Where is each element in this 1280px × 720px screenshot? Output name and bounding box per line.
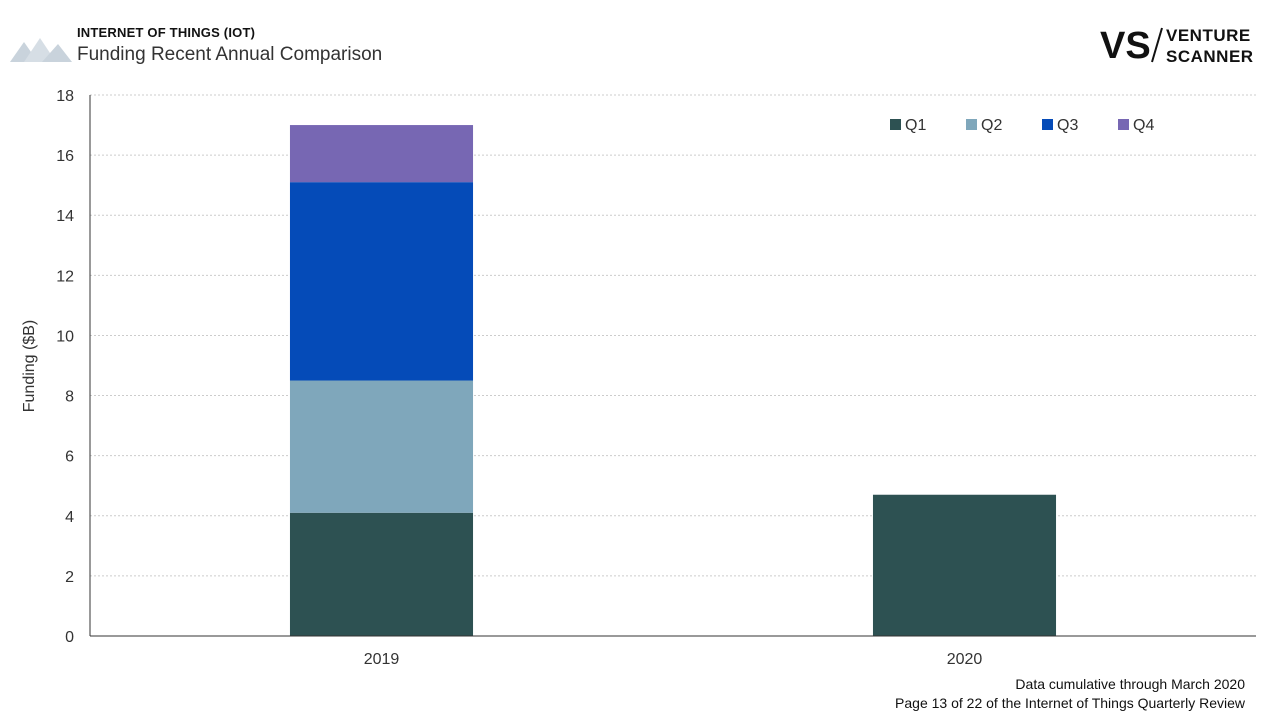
bars [289,125,1057,636]
legend-label-q4: Q4 [1133,117,1154,134]
legend-swatch-q1 [890,119,901,130]
mountains-logo-icon [10,38,72,62]
venture-scanner-logo-icon: VS [1100,25,1163,66]
y-tick-label: 2 [65,569,74,586]
header: INTERNET OF THINGS (IOT) Funding Recent … [0,0,1280,80]
y-tick-label: 0 [65,629,74,646]
bar-2019-q3 [289,182,474,381]
stacked-bar-chart: 0 2 4 6 8 10 12 14 16 18 2019 2020 Q1 Q2 Q3 Q4 Funding… [21,88,1256,668]
page-eyebrow: INTERNET OF THINGS (IOT) [77,25,256,40]
legend-label-q3: Q3 [1057,117,1078,134]
legend-swatch-q4 [1118,119,1129,130]
y-tick-label: 10 [56,328,74,345]
bar-2019-q2 [289,380,474,513]
legend-label-q2: Q2 [981,117,1002,134]
legend-swatch-q2 [966,119,977,130]
y-tick-label: 18 [56,88,74,105]
logo-line-1: VENTURE [1166,26,1251,45]
y-tick-label: 4 [65,509,74,526]
legend-swatch-q3 [1042,119,1053,130]
footer-note: Data cumulative through March 2020 [1015,676,1245,692]
logo-line-2: SCANNER [1166,47,1254,66]
grid-lines [90,94,1256,577]
bar-2019-q4 [289,125,474,183]
y-tick-label: 14 [56,208,74,225]
bar-2020-q1 [872,494,1057,636]
legend-label-q1: Q1 [905,117,926,134]
axes: 0 2 4 6 8 10 12 14 16 18 2019 2020 [56,88,1256,668]
y-tick-label: 6 [65,449,74,466]
y-tick-label: 8 [65,389,74,406]
logo-mark: VS [1100,25,1151,66]
y-tick-label: 16 [56,148,74,165]
footer-page: Page 13 of 22 of the Internet of Things … [895,695,1245,711]
page-title: Funding Recent Annual Comparison [77,44,383,65]
bar-2019-q1 [289,512,474,636]
x-tick-label: 2019 [364,651,400,668]
y-axis-label: Funding ($B) [21,320,38,413]
x-tick-label: 2020 [947,651,983,668]
logo-wordmark: VENTURE SCANNER [1166,25,1254,67]
legend: Q1 Q2 Q3 Q4 [890,117,1154,134]
y-tick-label: 12 [56,268,74,285]
